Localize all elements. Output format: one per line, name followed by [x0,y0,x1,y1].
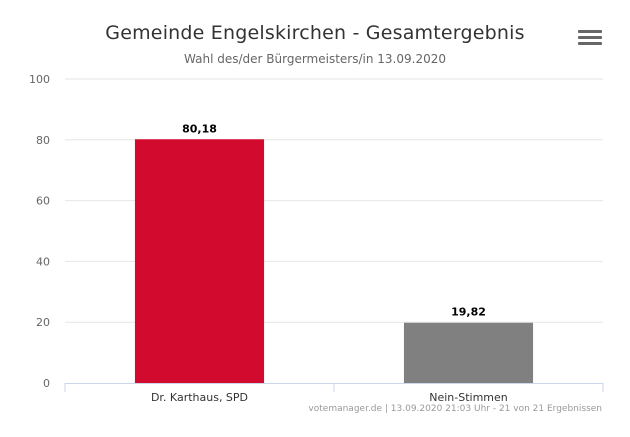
menu-line [578,42,602,45]
bar [403,322,534,383]
y-tick-label: 20 [36,316,50,329]
x-tick-label: Nein-Stimmen [429,391,508,404]
data-label: 80,18 [182,122,217,135]
y-tick-label: 40 [36,255,50,268]
chart-title: Gemeinde Engelskirchen - Gesamtergebnis [105,22,525,44]
data-label: 19,82 [451,306,486,319]
y-tick-label: 0 [43,377,50,390]
menu-line [578,30,602,33]
x-tick-label: Dr. Karthaus, SPD [151,391,248,404]
credits-text[interactable]: votemanager.de | 13.09.2020 21:03 Uhr - … [308,404,602,414]
chart-subtitle: Wahl des/der Bürgermeisters/in 13.09.202… [184,52,446,66]
menu-line [578,36,602,39]
y-tick-label: 80 [36,134,50,147]
y-tick-label: 100 [29,73,50,86]
bar [134,139,265,383]
y-tick-label: 60 [36,195,50,208]
hamburger-menu-icon[interactable] [578,30,602,48]
